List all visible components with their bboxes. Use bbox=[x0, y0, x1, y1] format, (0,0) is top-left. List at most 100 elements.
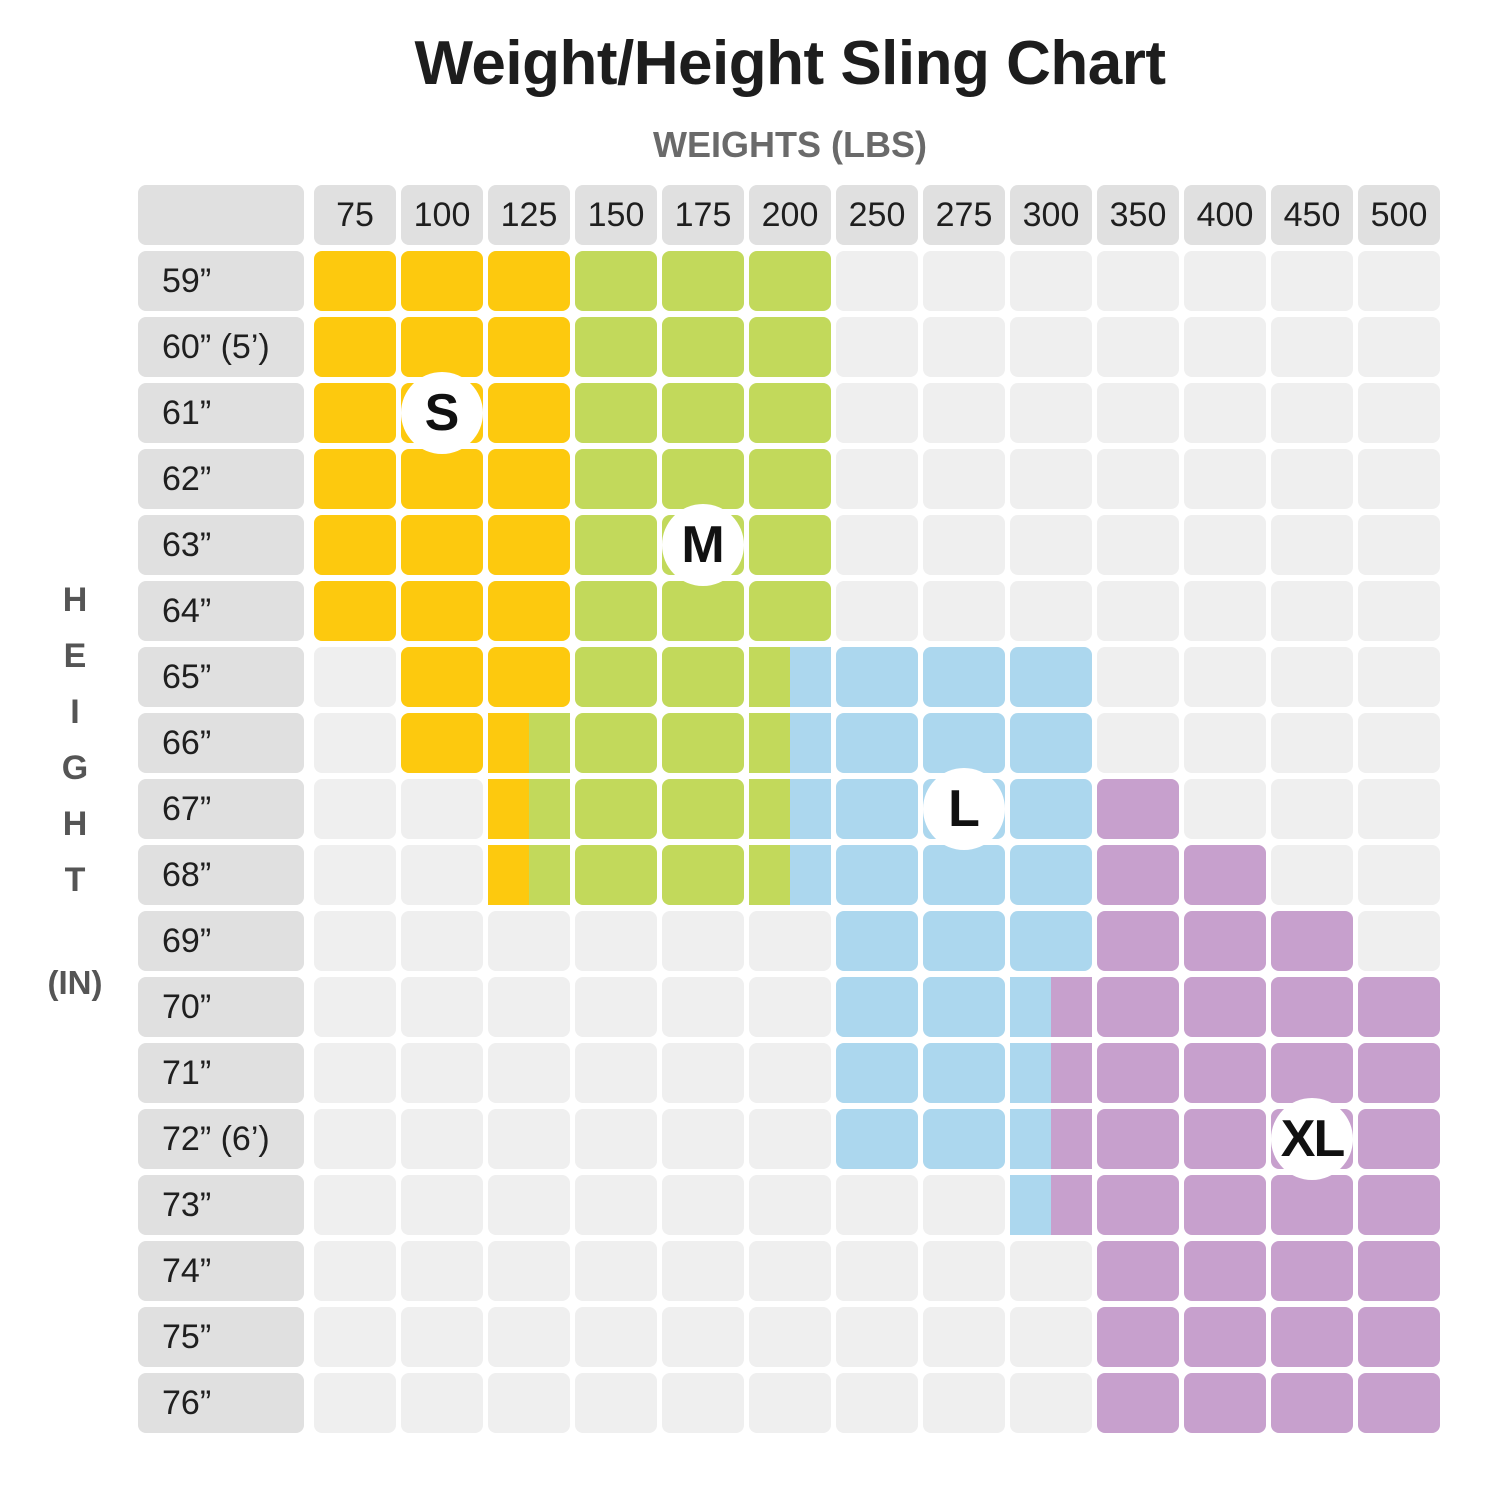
size-cell bbox=[488, 779, 570, 839]
size-cell bbox=[401, 1307, 483, 1367]
size-cell bbox=[488, 251, 570, 311]
size-cell bbox=[575, 581, 657, 641]
size-cell bbox=[401, 911, 483, 971]
size-cell bbox=[1358, 647, 1440, 707]
height-row-header: 66” bbox=[138, 713, 304, 773]
size-cell bbox=[1010, 1043, 1092, 1103]
size-cell bbox=[836, 1307, 918, 1367]
height-row-header: 64” bbox=[138, 581, 304, 641]
chart-title: Weight/Height Sling Chart bbox=[414, 29, 1167, 98]
size-cell bbox=[923, 1043, 1005, 1103]
size-cell bbox=[401, 515, 483, 575]
size-cell bbox=[1097, 779, 1179, 839]
size-cell bbox=[575, 1307, 657, 1367]
height-row-header: 63” bbox=[138, 515, 304, 575]
size-cell bbox=[1358, 977, 1440, 1037]
size-cell bbox=[836, 647, 918, 707]
size-cell bbox=[1184, 317, 1266, 377]
size-cell bbox=[401, 647, 483, 707]
size-cell bbox=[1010, 911, 1092, 971]
size-cell bbox=[749, 581, 831, 641]
height-row-header: 72” (6’) bbox=[138, 1109, 304, 1169]
weight-column-header: 350 bbox=[1097, 185, 1179, 245]
size-cell bbox=[488, 1043, 570, 1103]
size-cell bbox=[923, 845, 1005, 905]
size-cell bbox=[1184, 911, 1266, 971]
size-cell bbox=[1184, 449, 1266, 509]
size-cell bbox=[1010, 251, 1092, 311]
size-cell bbox=[1010, 515, 1092, 575]
size-cell bbox=[314, 1175, 396, 1235]
size-cell bbox=[1010, 1109, 1092, 1169]
size-cell bbox=[1010, 779, 1092, 839]
size-cell bbox=[314, 845, 396, 905]
height-row-header: 73” bbox=[138, 1175, 304, 1235]
size-cell bbox=[488, 713, 570, 773]
size-cell bbox=[662, 1043, 744, 1103]
size-cell bbox=[488, 647, 570, 707]
size-cell bbox=[575, 779, 657, 839]
size-cell bbox=[401, 779, 483, 839]
weight-column-header: 200 bbox=[749, 185, 831, 245]
size-cell bbox=[488, 515, 570, 575]
size-cell bbox=[1184, 1109, 1266, 1169]
size-cell bbox=[749, 1043, 831, 1103]
size-cell bbox=[662, 1109, 744, 1169]
size-cell bbox=[1184, 647, 1266, 707]
y-axis-letter: I bbox=[70, 693, 80, 731]
size-cell bbox=[1184, 1373, 1266, 1433]
size-cell bbox=[1184, 515, 1266, 575]
size-cell bbox=[314, 449, 396, 509]
size-cell bbox=[1184, 713, 1266, 773]
size-cell bbox=[1271, 383, 1353, 443]
height-row-header: 71” bbox=[138, 1043, 304, 1103]
size-cell bbox=[1358, 1175, 1440, 1235]
size-cell bbox=[575, 317, 657, 377]
size-cell bbox=[923, 1241, 1005, 1301]
size-cell bbox=[1184, 1307, 1266, 1367]
size-cell bbox=[1097, 1043, 1179, 1103]
size-cell bbox=[662, 1241, 744, 1301]
size-cell bbox=[1097, 581, 1179, 641]
size-cell bbox=[1097, 515, 1179, 575]
size-cell bbox=[575, 1043, 657, 1103]
size-cell bbox=[1358, 1043, 1440, 1103]
size-cell bbox=[1358, 383, 1440, 443]
size-cell bbox=[1010, 1373, 1092, 1433]
size-cell bbox=[1358, 1109, 1440, 1169]
size-cell bbox=[1358, 515, 1440, 575]
size-cell bbox=[401, 581, 483, 641]
size-cell bbox=[836, 449, 918, 509]
size-cell bbox=[1097, 1109, 1179, 1169]
size-cell bbox=[575, 977, 657, 1037]
size-cell bbox=[749, 317, 831, 377]
size-cell bbox=[1097, 977, 1179, 1037]
size-cell bbox=[749, 1373, 831, 1433]
table-corner bbox=[138, 185, 304, 245]
size-cell bbox=[1010, 1307, 1092, 1367]
height-row-header: 76” bbox=[138, 1373, 304, 1433]
size-cell bbox=[662, 911, 744, 971]
size-cell bbox=[662, 449, 744, 509]
size-cell bbox=[1010, 317, 1092, 377]
size-cell bbox=[1097, 845, 1179, 905]
size-cell bbox=[749, 845, 831, 905]
size-cell bbox=[662, 383, 744, 443]
size-cell bbox=[1184, 977, 1266, 1037]
size-cell bbox=[1097, 1307, 1179, 1367]
size-cell bbox=[401, 1241, 483, 1301]
size-cell bbox=[1358, 845, 1440, 905]
size-cell bbox=[314, 911, 396, 971]
weight-column-header: 100 bbox=[401, 185, 483, 245]
size-cell bbox=[923, 251, 1005, 311]
size-cell bbox=[1271, 251, 1353, 311]
size-cell bbox=[923, 713, 1005, 773]
size-cell bbox=[1271, 845, 1353, 905]
size-cell bbox=[749, 383, 831, 443]
size-cell bbox=[1010, 1175, 1092, 1235]
weight-column-header: 400 bbox=[1184, 185, 1266, 245]
size-cell bbox=[749, 779, 831, 839]
size-cell bbox=[662, 845, 744, 905]
size-cell bbox=[749, 1175, 831, 1235]
size-cell bbox=[749, 1307, 831, 1367]
